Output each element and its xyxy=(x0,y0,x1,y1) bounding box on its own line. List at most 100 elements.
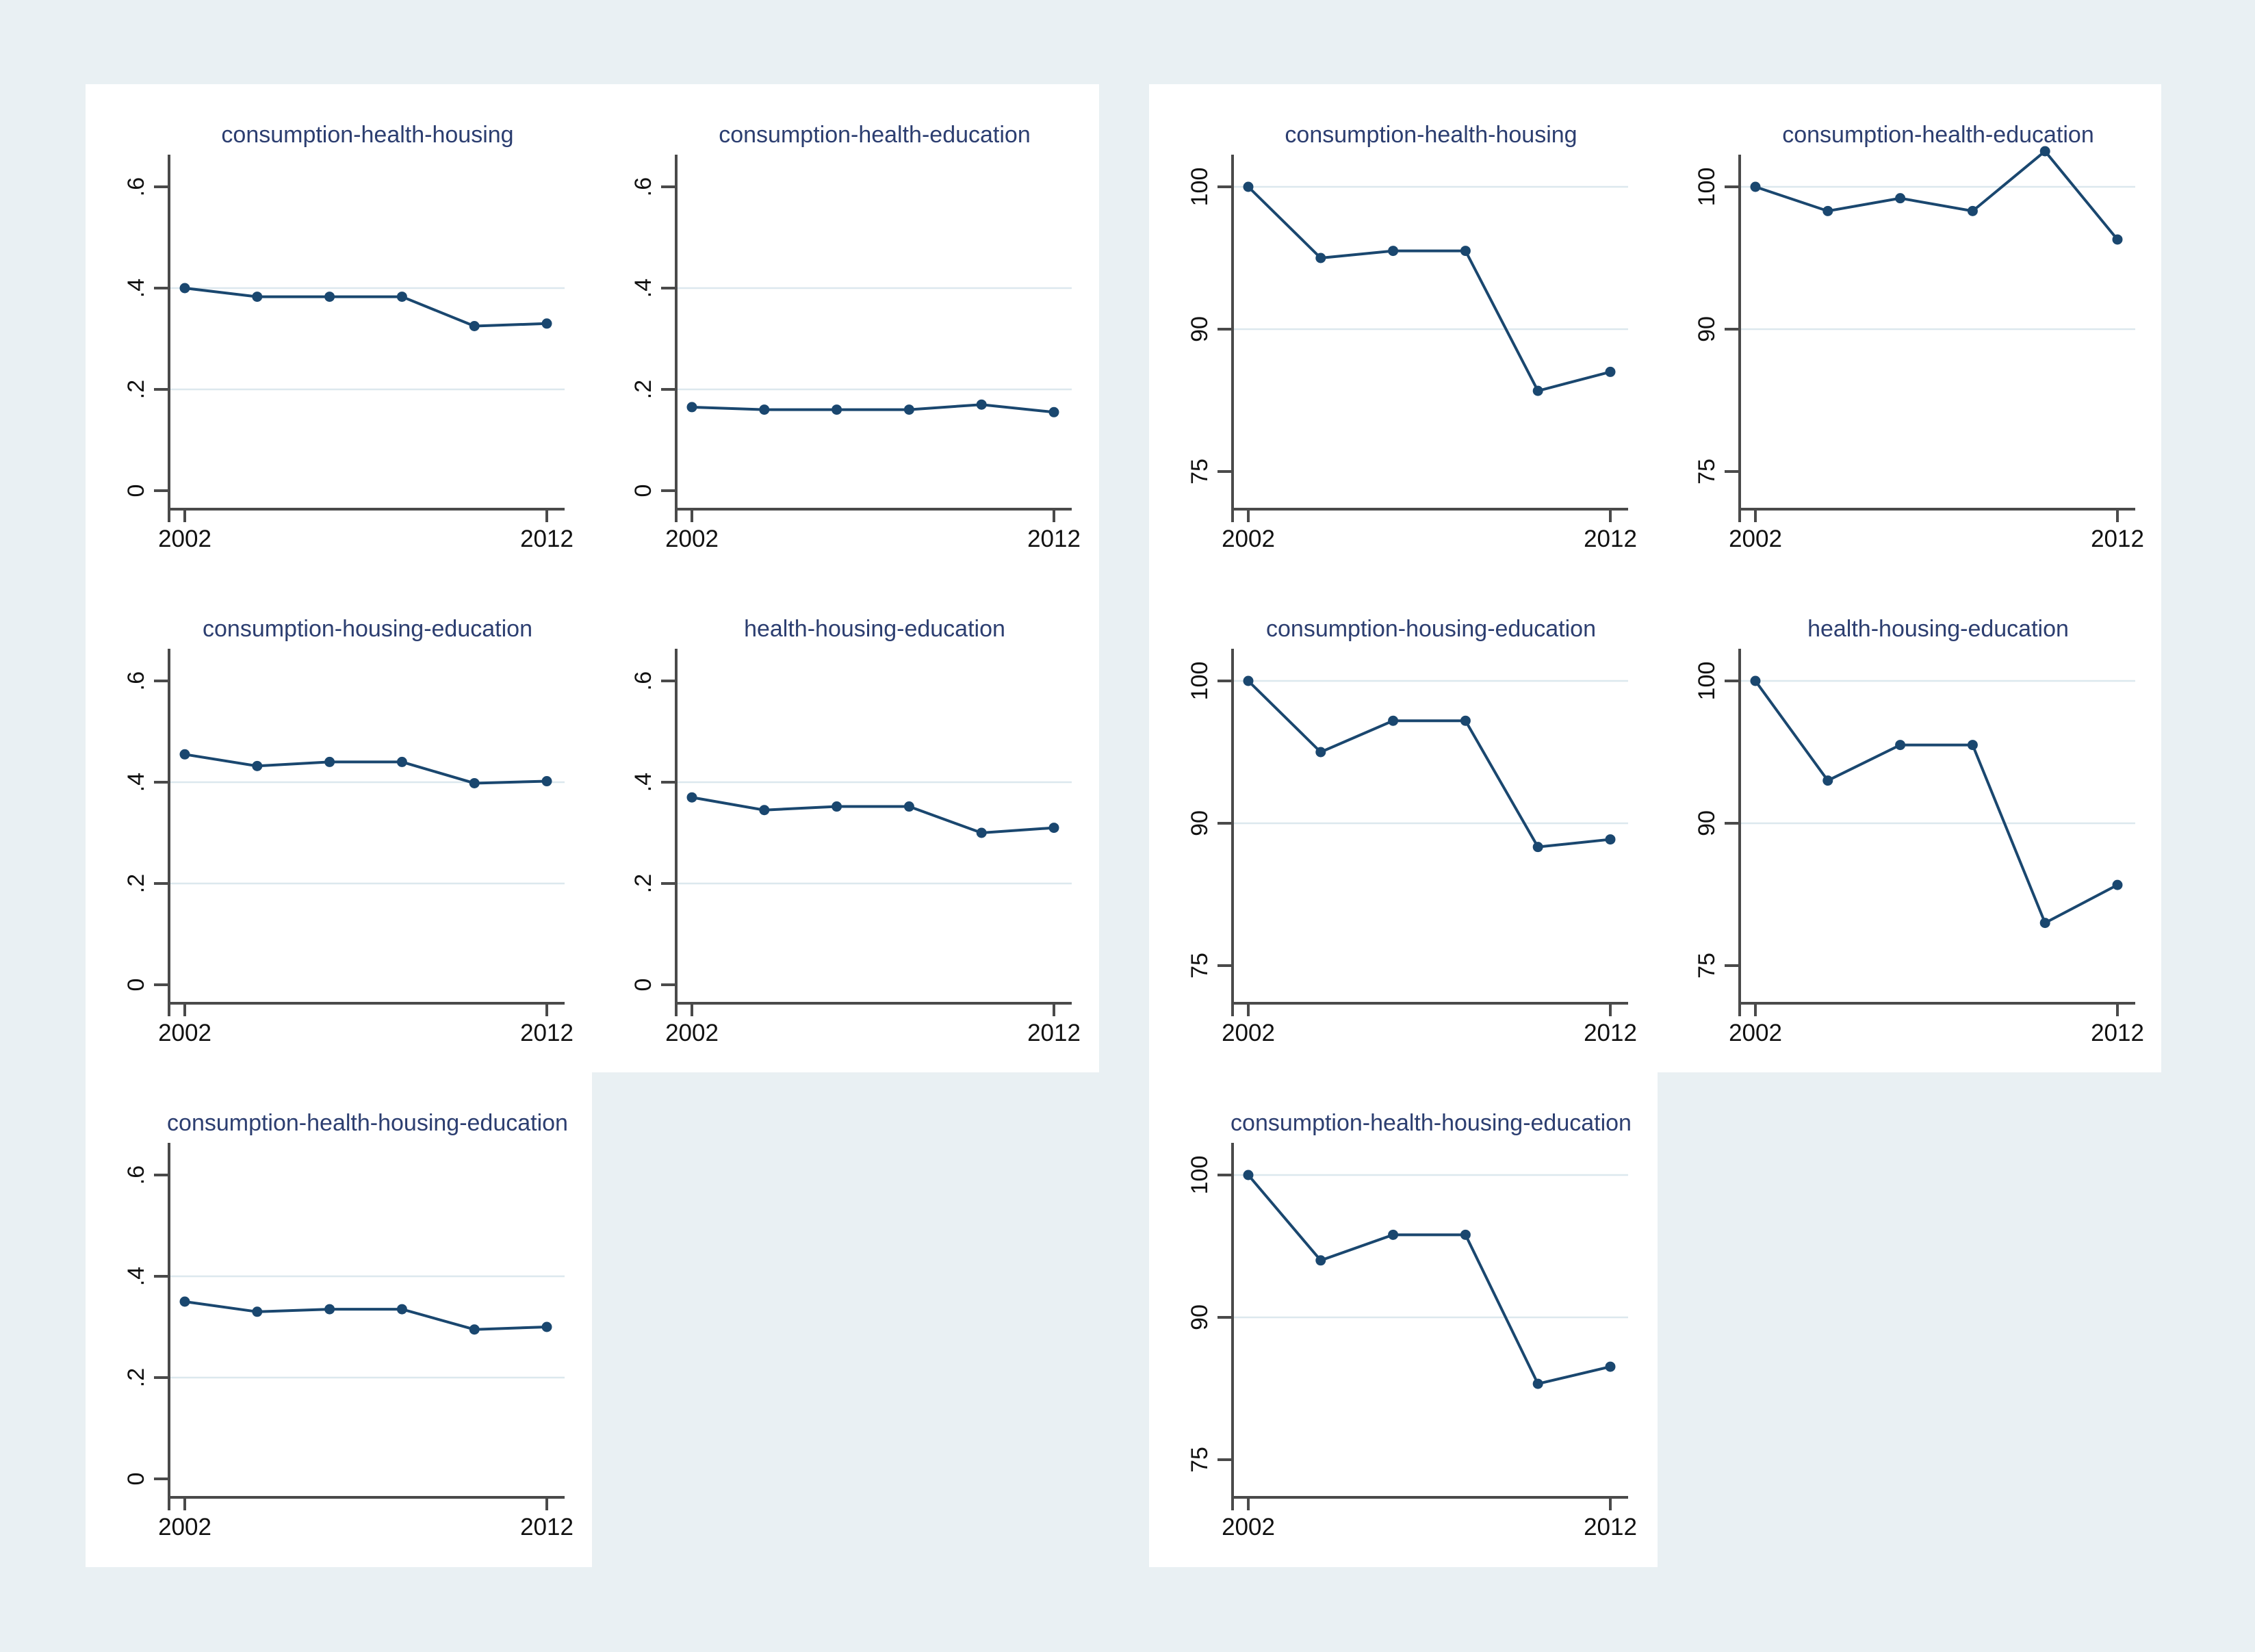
data-point-marker xyxy=(179,1296,190,1307)
data-point-marker xyxy=(1243,181,1254,192)
y-tick-label: 90 xyxy=(1187,1304,1213,1330)
data-point-marker xyxy=(1532,1378,1543,1389)
x-tick-label: 2002 xyxy=(1222,526,1275,552)
series-line xyxy=(691,796,1055,835)
x-tick-label: 2002 xyxy=(158,1514,211,1540)
data-point-marker xyxy=(252,1306,263,1317)
data-point-marker xyxy=(541,1321,552,1332)
x-tick-label: 2012 xyxy=(520,1020,574,1046)
series-line xyxy=(184,1300,547,1331)
data-point-marker xyxy=(324,1304,335,1315)
data-point-marker xyxy=(1388,1229,1399,1240)
x-tick-label: 2002 xyxy=(665,1020,719,1046)
x-tick-label: 2012 xyxy=(1584,1020,1637,1046)
y-tick-label: 90 xyxy=(1187,316,1213,342)
y-tick-label: 100 xyxy=(1187,662,1213,701)
data-point-marker xyxy=(1315,1255,1326,1266)
data-point-marker xyxy=(903,404,914,415)
y-tick-label: .6 xyxy=(123,1165,149,1185)
y-tick-label: 100 xyxy=(1694,168,1720,207)
series-line xyxy=(184,287,547,328)
chart-title: health-housing-education xyxy=(744,616,1005,642)
y-tick-label: 0 xyxy=(123,485,149,498)
data-series xyxy=(1750,146,2123,245)
data-point-marker xyxy=(252,292,263,302)
chart-index-health-housing-education: health-housing-education 100 90 75 2002 2012 xyxy=(1656,578,2163,1072)
chart-plot: 100 90 75 2002 2012 xyxy=(1694,146,2144,552)
series-line xyxy=(1247,185,1611,393)
y-tick-label: .6 xyxy=(123,177,149,196)
data-series xyxy=(686,792,1059,838)
chart-plot: .6 .4 .2 0 2002 2012 xyxy=(123,155,574,552)
data-point-marker xyxy=(324,756,335,767)
chart-index-consumption-health-education: consumption-health-education 100 90 75 2002… xyxy=(1656,84,2163,578)
data-point-marker xyxy=(541,776,552,787)
axes: .6 .4 .2 0 2002 2012 xyxy=(123,1143,574,1540)
chart-shares-consumption-health-education: consumption-health-education .6 .4 .2 0 2002… xyxy=(593,84,1099,578)
y-tick-label: .4 xyxy=(123,773,149,792)
data-point-marker xyxy=(1750,675,1761,686)
chart-plot: .6 .4 .2 0 2002 2012 xyxy=(123,649,574,1046)
chart-title: consumption-health-housing xyxy=(1285,122,1577,148)
data-point-marker xyxy=(832,404,842,415)
data-series xyxy=(1243,181,1616,396)
data-point-marker xyxy=(1967,205,1978,216)
data-series xyxy=(179,749,552,788)
x-tick-label: 2002 xyxy=(1222,1020,1275,1046)
x-tick-label: 2002 xyxy=(665,526,719,552)
data-point-marker xyxy=(1895,740,1906,751)
y-tick-label: 100 xyxy=(1187,1156,1213,1195)
data-point-marker xyxy=(541,318,552,329)
y-tick-label: 100 xyxy=(1694,662,1720,701)
chart-title: health-housing-education xyxy=(1807,616,2069,642)
y-tick-label: 100 xyxy=(1187,168,1213,207)
axes: 100 90 75 2002 2012 xyxy=(1187,155,1637,552)
y-tick-label: .2 xyxy=(123,380,149,399)
left-figure-panel-main xyxy=(86,84,1099,1072)
data-point-marker xyxy=(2112,879,2123,890)
data-point-marker xyxy=(2112,234,2123,245)
gridlines xyxy=(169,1275,565,1379)
chart-plot: .6 .4 .2 0 2002 2012 xyxy=(123,1143,574,1540)
gridlines xyxy=(1233,1174,1628,1319)
chart-title: consumption-housing-education xyxy=(203,616,532,642)
data-point-marker xyxy=(179,749,190,760)
data-point-marker xyxy=(179,283,190,294)
data-point-marker xyxy=(1315,747,1326,758)
y-tick-label: 0 xyxy=(123,979,149,992)
axes: .6 .4 .2 0 2002 2012 xyxy=(123,155,574,552)
data-series xyxy=(1750,675,2123,929)
data-point-marker xyxy=(1605,1361,1616,1372)
data-series xyxy=(1243,1170,1616,1389)
y-tick-label: .4 xyxy=(123,1267,149,1286)
x-tick-label: 2012 xyxy=(520,1514,574,1540)
x-tick-label: 2012 xyxy=(2091,1020,2144,1046)
data-point-marker xyxy=(252,760,263,771)
data-point-marker xyxy=(1388,715,1399,726)
y-tick-label: 90 xyxy=(1694,810,1720,836)
chart-index-consumption-health-housing: consumption-health-housing 100 90 75 2002 20… xyxy=(1149,84,1655,578)
y-tick-label: 0 xyxy=(630,485,656,498)
gridlines xyxy=(676,287,1072,391)
chart-plot: 100 90 75 2002 2012 xyxy=(1187,649,1637,1046)
data-point-marker xyxy=(469,777,480,788)
data-point-marker xyxy=(469,1324,480,1335)
y-tick-label: 75 xyxy=(1694,459,1720,485)
axes: .6 .4 .2 0 2002 2012 xyxy=(630,155,1081,552)
data-point-marker xyxy=(1243,1170,1254,1180)
data-point-marker xyxy=(1967,740,1978,751)
data-point-marker xyxy=(1460,246,1471,257)
x-tick-label: 2002 xyxy=(1729,526,1782,552)
data-point-marker xyxy=(976,399,987,410)
data-series xyxy=(179,283,552,331)
data-point-marker xyxy=(1750,181,1761,192)
gridlines xyxy=(676,781,1072,885)
data-point-marker xyxy=(686,402,697,413)
data-point-marker xyxy=(324,292,335,302)
x-tick-label: 2012 xyxy=(1027,526,1081,552)
axes: 100 90 75 2002 2012 xyxy=(1694,155,2144,552)
data-point-marker xyxy=(1243,675,1254,686)
data-point-marker xyxy=(759,404,770,415)
chart-shares-consumption-health-housing-education: consumption-health-housing-education .6.… xyxy=(86,1072,592,1566)
data-point-marker xyxy=(396,756,407,767)
